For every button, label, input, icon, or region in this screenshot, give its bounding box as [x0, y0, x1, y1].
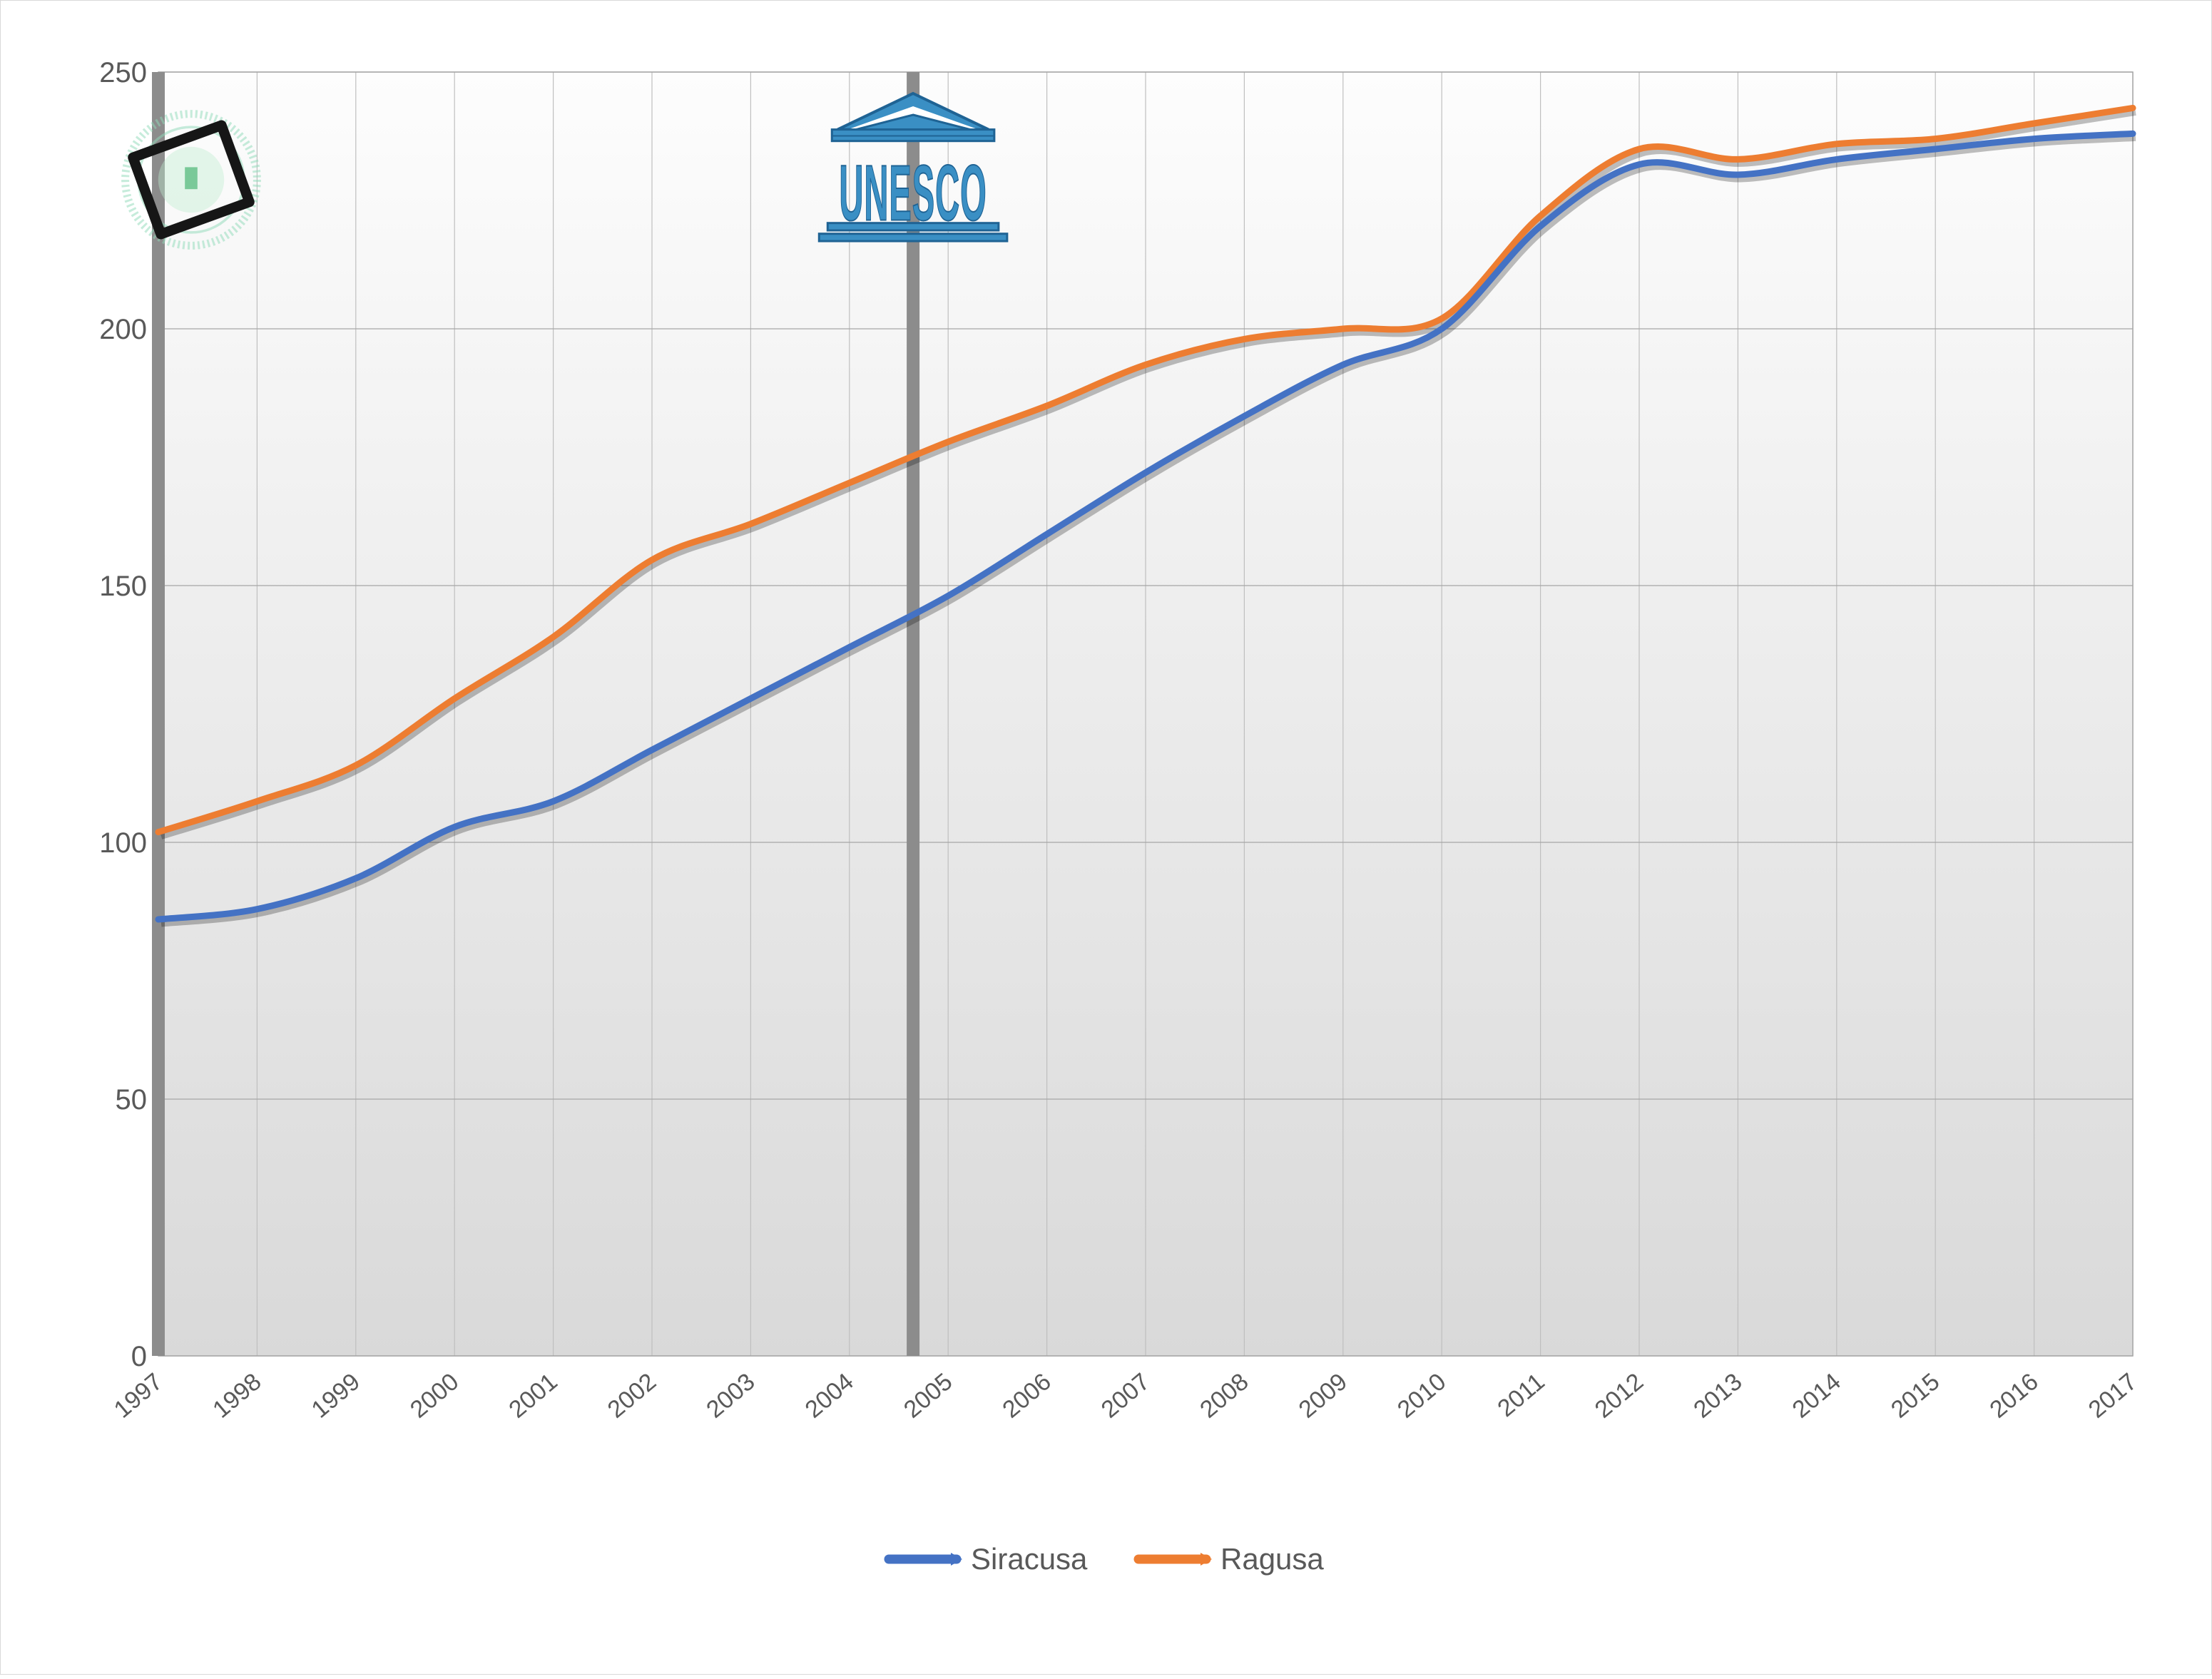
svg-text:2005: 2005: [899, 1368, 957, 1424]
svg-text:2015: 2015: [1886, 1368, 1945, 1424]
svg-text:2017: 2017: [2084, 1368, 2142, 1424]
svg-text:1997: 1997: [109, 1368, 168, 1424]
svg-text:2013: 2013: [1688, 1368, 1747, 1424]
svg-text:Ragusa: Ragusa: [1220, 1542, 1324, 1576]
svg-text:2003: 2003: [701, 1368, 760, 1424]
svg-text:2011: 2011: [1492, 1368, 1549, 1422]
svg-text:2010: 2010: [1392, 1368, 1451, 1424]
svg-text:0: 0: [131, 1341, 147, 1372]
svg-text:200: 200: [99, 314, 147, 345]
svg-text:250: 250: [99, 57, 147, 88]
svg-text:2014: 2014: [1788, 1368, 1846, 1424]
svg-text:2009: 2009: [1294, 1368, 1352, 1424]
svg-text:Siracusa: Siracusa: [971, 1542, 1088, 1576]
svg-text:2006: 2006: [997, 1368, 1056, 1424]
svg-text:2004: 2004: [800, 1368, 859, 1424]
svg-text:1999: 1999: [307, 1368, 365, 1424]
svg-text:2000: 2000: [405, 1368, 464, 1424]
svg-text:2008: 2008: [1195, 1368, 1253, 1424]
svg-text:2002: 2002: [603, 1368, 661, 1424]
svg-text:150: 150: [99, 571, 147, 602]
svg-text:2007: 2007: [1096, 1368, 1155, 1424]
svg-text:100: 100: [99, 827, 147, 859]
svg-text:2016: 2016: [1984, 1368, 2043, 1424]
svg-text:50: 50: [116, 1084, 148, 1116]
svg-text:2001: 2001: [504, 1368, 562, 1424]
svg-text:1998: 1998: [208, 1368, 266, 1424]
svg-text:2012: 2012: [1590, 1368, 1648, 1424]
